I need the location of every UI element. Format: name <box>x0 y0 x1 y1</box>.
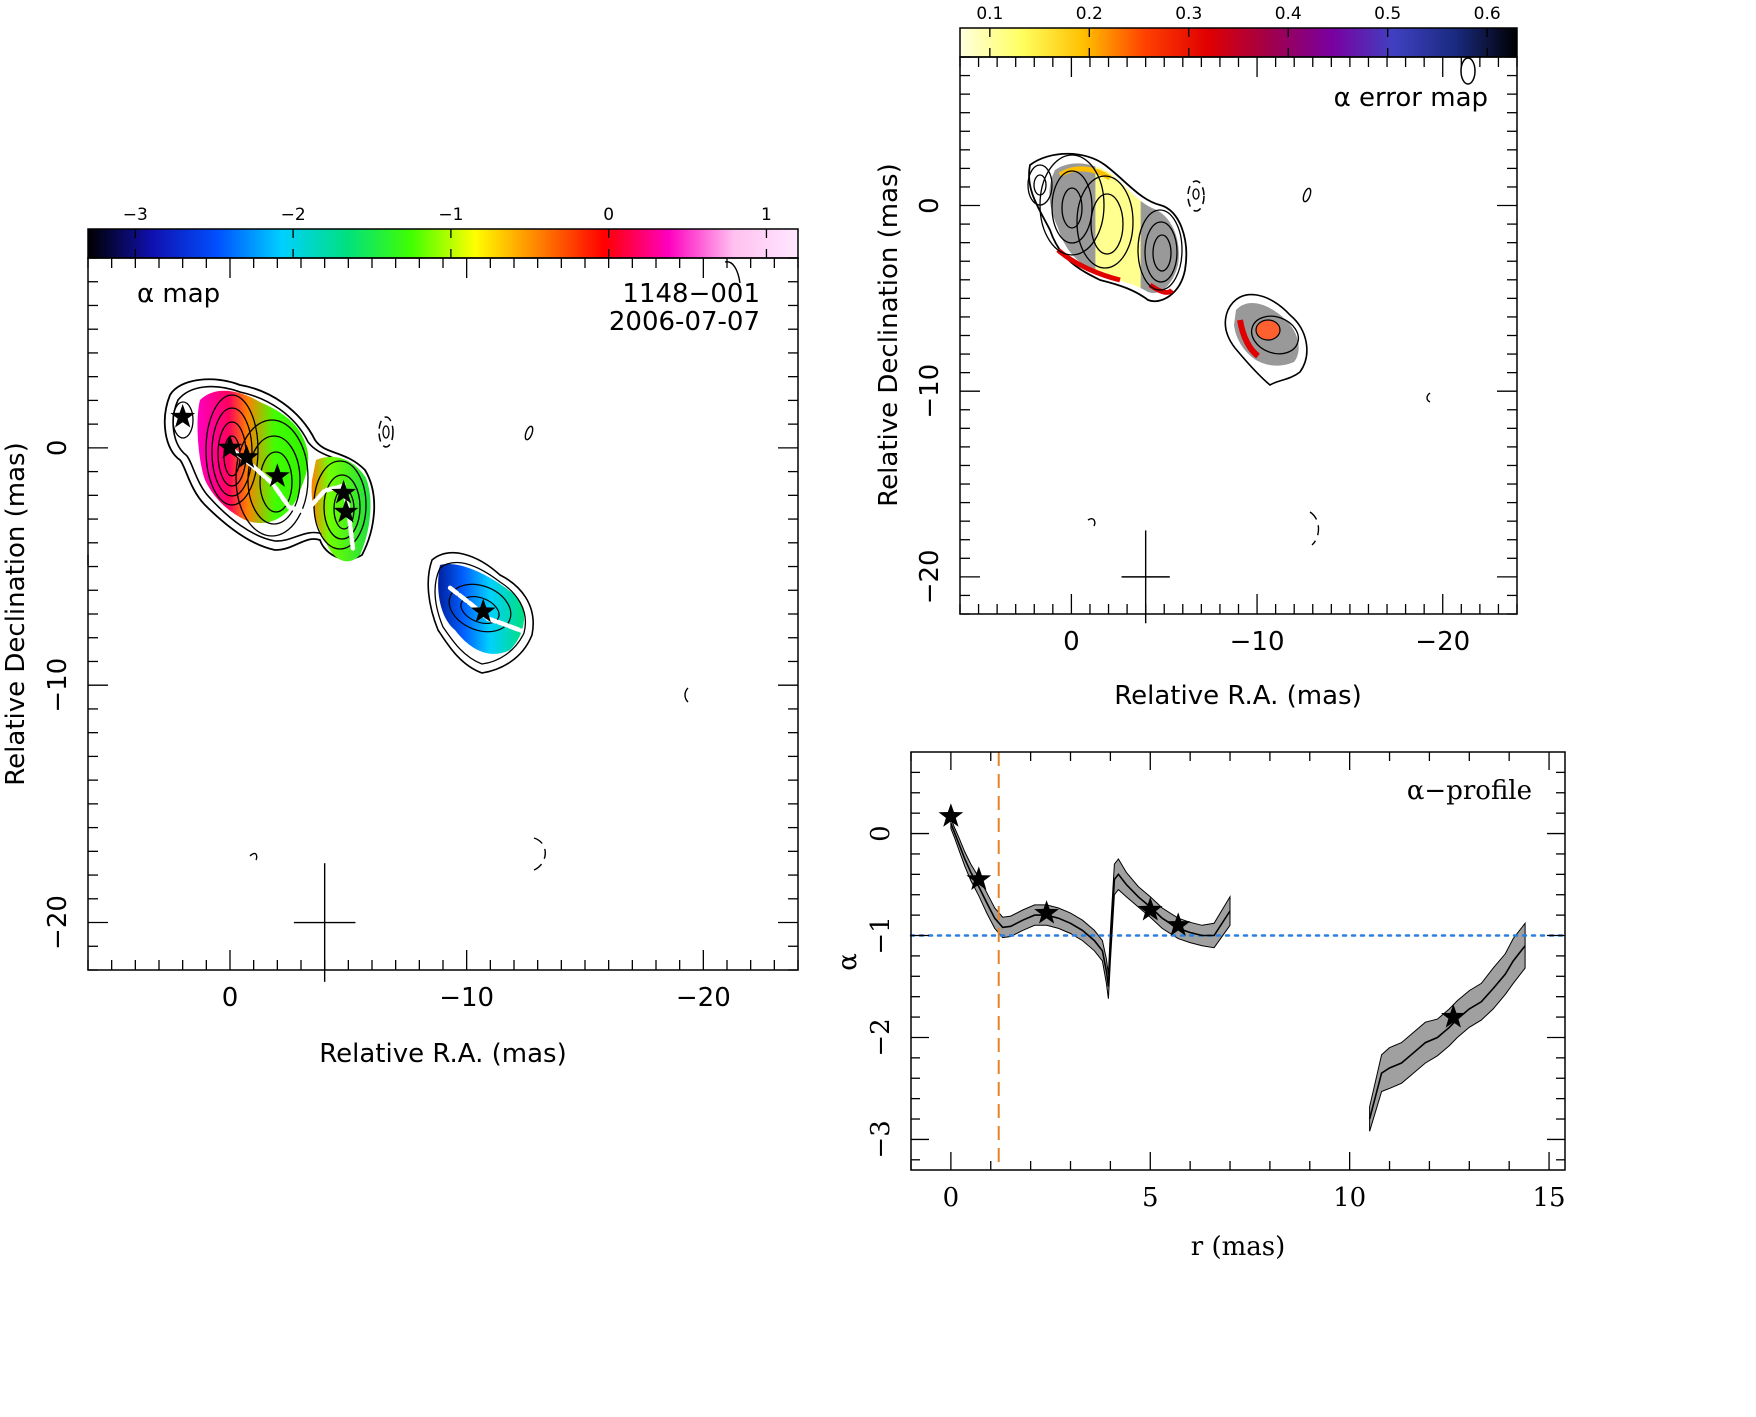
y-tick-label: −20 <box>43 895 73 950</box>
x-tick-label: −10 <box>439 983 494 1013</box>
colorbar-tick-label: −1 <box>438 205 463 225</box>
alpha-map-ylabel: Relative Declination (mas) <box>1 442 31 785</box>
alpha-map-panel: −3 −2 −1 0 1 <box>1 205 799 1069</box>
y-tick-label: −20 <box>915 549 945 604</box>
alpha-map-ticks: 0 −10 −20 0 −10 −20 <box>43 257 799 1013</box>
x-tick-label: 15 <box>1533 1183 1566 1213</box>
x-tick-label: 5 <box>1142 1183 1159 1213</box>
profile-line <box>950 823 1231 987</box>
error-map-ylabel: Relative Declination (mas) <box>874 163 904 506</box>
alpha-map-image <box>87 261 741 871</box>
error-colorbar <box>959 27 1518 58</box>
alpha-colorbar <box>87 228 799 259</box>
x-tick-label: 0 <box>943 1183 960 1213</box>
alpha-map-xlabel: Relative R.A. (mas) <box>319 1039 566 1069</box>
colorbar-tick-label: 0.2 <box>1076 4 1103 24</box>
error-map-xlabel: Relative R.A. (mas) <box>1114 681 1361 711</box>
y-tick-label: −10 <box>915 364 945 419</box>
x-tick-label: −20 <box>1415 627 1470 657</box>
alpha-error-map-panel: 0.1 0.2 0.3 0.4 0.5 0.6 <box>874 4 1518 711</box>
alpha-map-title: α map <box>137 279 220 309</box>
profile-lines <box>950 823 1526 1120</box>
x-tick-label: 0 <box>222 983 239 1013</box>
colorbar-tick-label: 0.5 <box>1374 4 1401 24</box>
profile-error-bands <box>950 818 1526 1132</box>
colorbar-tick-label: 0.4 <box>1275 4 1302 24</box>
error-map-image <box>1027 57 1476 546</box>
error-band <box>1369 921 1526 1132</box>
y-tick-label: 0 <box>43 440 73 457</box>
colorbar-tick-label: 0.1 <box>976 4 1003 24</box>
profile-title: α−profile <box>1407 776 1532 806</box>
alpha-map-frame <box>87 257 799 971</box>
profile-ylabel: α <box>833 953 863 971</box>
colorbar-tick-label: 1 <box>761 205 772 225</box>
x-tick-label: −20 <box>676 983 731 1013</box>
profile-line <box>1368 945 1526 1120</box>
profile-xlabel: r (mas) <box>1191 1232 1285 1262</box>
y-tick-label: −10 <box>43 658 73 713</box>
x-tick-label: 10 <box>1333 1183 1366 1213</box>
y-tick-label: −3 <box>866 1120 896 1158</box>
y-tick-label: 0 <box>866 825 896 842</box>
colorbar-tick-label: 0 <box>603 205 614 225</box>
error-map-title: α error map <box>1334 83 1488 113</box>
core-marker-star <box>170 404 196 428</box>
alpha-colorbar-ticks: −3 −2 −1 0 1 <box>123 205 772 258</box>
x-tick-label: −10 <box>1230 627 1285 657</box>
colorbar-tick-label: 0.3 <box>1175 4 1202 24</box>
error-colorbar-ticks: 0.1 0.2 0.3 0.4 0.5 0.6 <box>976 4 1501 57</box>
alpha-profile-panel: 0 5 10 15 0 −1 −2 −3 α−profile r (mas) α <box>833 751 1567 1262</box>
y-tick-label: −2 <box>866 1018 896 1056</box>
source-name: 1148−001 <box>622 279 760 309</box>
profile-reference-lines <box>909 752 1567 1170</box>
colorbar-tick-label: −3 <box>123 205 148 225</box>
y-tick-label: −1 <box>866 916 896 954</box>
error-band <box>950 818 1231 999</box>
profile-frame <box>910 751 1566 1171</box>
colorbar-tick-label: 0.6 <box>1474 4 1501 24</box>
colorbar-tick-label: −2 <box>281 205 306 225</box>
error-map-ticks: 0 −10 −20 0 −10 −20 <box>915 56 1518 657</box>
profile-ticks: 0 5 10 15 0 −1 −2 −3 <box>866 752 1566 1213</box>
observation-epoch: 2006-07-07 <box>609 307 760 337</box>
y-tick-label: 0 <box>915 197 945 214</box>
x-tick-label: 0 <box>1063 627 1080 657</box>
